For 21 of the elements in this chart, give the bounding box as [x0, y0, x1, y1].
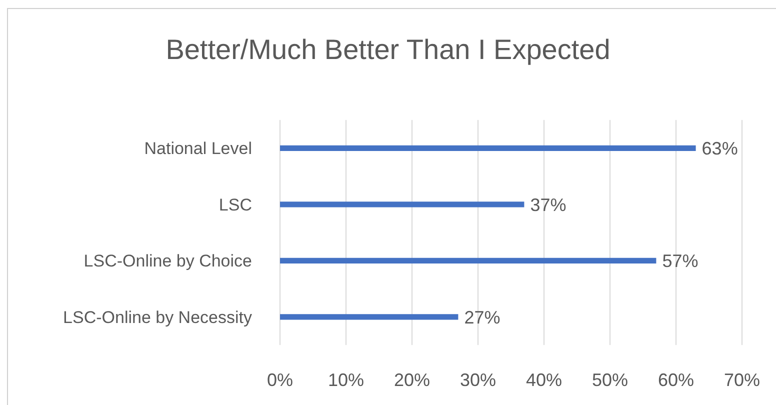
x-tick-label: 70%: [724, 370, 760, 390]
bar: [280, 145, 696, 151]
data-label: 27%: [464, 307, 500, 328]
x-tick-label: 50%: [592, 370, 628, 390]
bar: [280, 258, 656, 264]
x-tick-label: 0%: [266, 370, 294, 390]
x-tick-label: 30%: [460, 370, 496, 390]
x-tick-label: 40%: [526, 370, 562, 390]
data-label: 57%: [662, 251, 698, 272]
data-label: 63%: [702, 138, 738, 159]
bar: [280, 314, 458, 320]
x-tick-label: 20%: [394, 370, 430, 390]
x-tick-label: 10%: [328, 370, 364, 390]
x-tick-label: 60%: [658, 370, 694, 390]
y-tick-label: National Level: [144, 139, 252, 158]
chart-title: Better/Much Better Than I Expected: [164, 34, 612, 66]
y-tick-label: LSC: [218, 195, 252, 214]
y-tick-label: LSC-Online by Choice: [84, 252, 252, 271]
data-label: 37%: [530, 194, 566, 215]
bar: [280, 202, 524, 208]
y-tick-label: LSC-Online by Necessity: [63, 308, 252, 327]
